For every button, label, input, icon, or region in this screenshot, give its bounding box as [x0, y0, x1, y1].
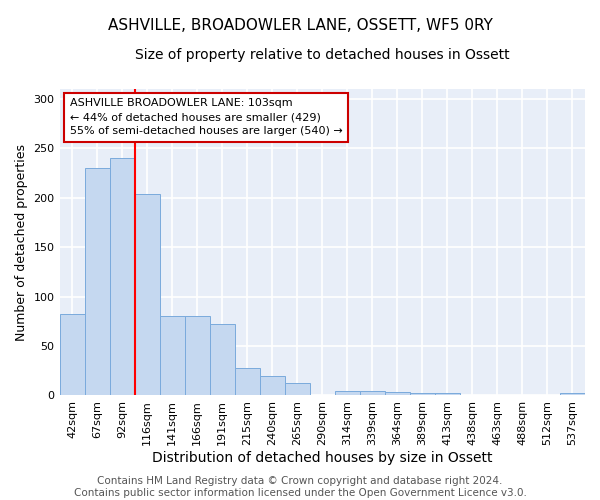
Title: Size of property relative to detached houses in Ossett: Size of property relative to detached ho…	[135, 48, 509, 62]
Bar	[410, 394, 435, 396]
Bar	[285, 382, 310, 396]
Text: Contains HM Land Registry data © Crown copyright and database right 2024.
Contai: Contains HM Land Registry data © Crown c…	[74, 476, 526, 498]
Y-axis label: Number of detached properties: Number of detached properties	[15, 144, 28, 341]
Text: ASHVILLE BROADOWLER LANE: 103sqm
← 44% of detached houses are smaller (429)
55% : ASHVILLE BROADOWLER LANE: 103sqm ← 44% o…	[70, 98, 343, 136]
Bar	[59, 314, 85, 396]
Bar	[385, 392, 410, 396]
Bar	[560, 394, 585, 396]
Bar	[260, 376, 285, 396]
Bar	[435, 394, 460, 396]
Bar	[185, 316, 209, 396]
Bar	[235, 368, 260, 396]
Bar	[335, 390, 360, 396]
Bar	[85, 168, 110, 396]
Text: ASHVILLE, BROADOWLER LANE, OSSETT, WF5 0RY: ASHVILLE, BROADOWLER LANE, OSSETT, WF5 0…	[107, 18, 493, 32]
X-axis label: Distribution of detached houses by size in Ossett: Distribution of detached houses by size …	[152, 451, 493, 465]
Bar	[360, 390, 385, 396]
Bar	[110, 158, 134, 396]
Bar	[209, 324, 235, 396]
Bar	[134, 194, 160, 396]
Bar	[160, 316, 185, 396]
